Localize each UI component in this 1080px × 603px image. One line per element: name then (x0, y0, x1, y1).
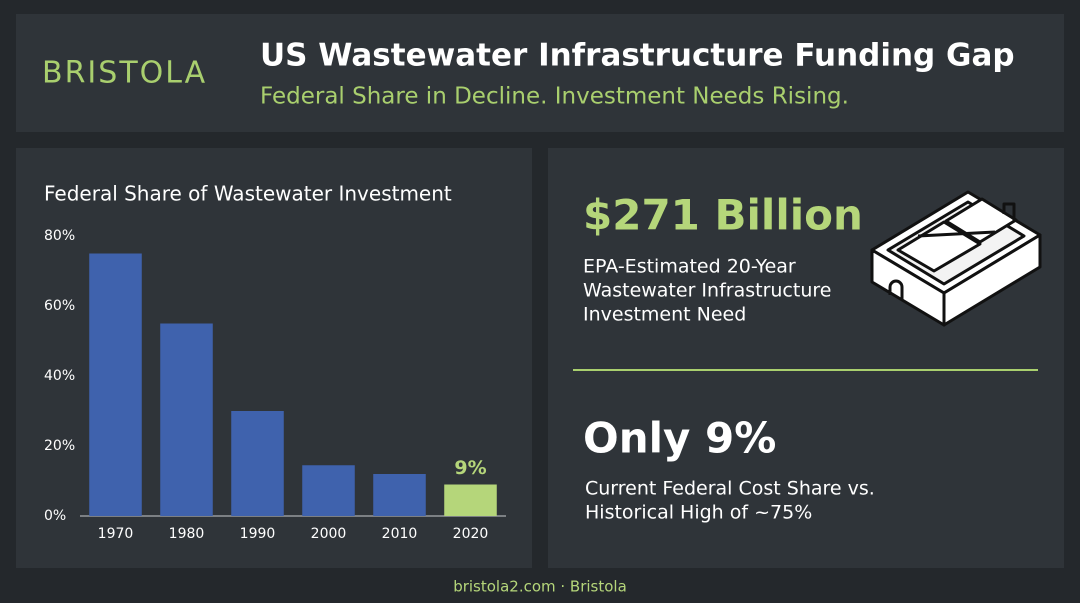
bar (302, 465, 355, 516)
bar (160, 323, 213, 516)
footer: bristola2.com · Bristola (453, 578, 627, 596)
bar (444, 484, 497, 516)
title: US Wastewater Infrastructure Funding Gap (260, 38, 1015, 74)
y-tick-label: 20% (44, 438, 75, 454)
stat-headline: Only 9% (583, 414, 776, 463)
stat-line: EPA-Estimated 20-Year (583, 256, 796, 278)
x-tick-label: 2000 (311, 526, 347, 542)
chart-title: Federal Share of Wastewater Investment (44, 182, 452, 206)
bar (89, 253, 142, 516)
y-tick-label: 40% (44, 368, 75, 384)
x-tick-label: 2010 (382, 526, 418, 542)
stat-headline: $271 Billion (583, 191, 863, 240)
logo: BRISTOLA (42, 56, 207, 91)
x-tick-label: 2020 (453, 526, 489, 542)
stat-line: Historical High of ~75% (585, 502, 812, 524)
stat-line: Investment Need (583, 304, 746, 326)
treatment-icon (870, 190, 1042, 327)
stat-line: Wastewater Infrastructure (583, 280, 831, 302)
y-tick-label: 60% (44, 298, 75, 314)
subtitle: Federal Share in Decline. Investment Nee… (260, 84, 849, 110)
x-tick-label: 1970 (98, 526, 134, 542)
y-tick-label: 0% (44, 508, 66, 524)
y-tick-label: 80% (44, 228, 75, 244)
stat-line: Current Federal Cost Share vs. (585, 478, 875, 500)
bar (231, 411, 284, 516)
x-tick-label: 1990 (240, 526, 276, 542)
header-panel (16, 14, 1064, 132)
data-label: 9% (454, 457, 486, 479)
bar (373, 474, 426, 516)
x-tick-label: 1980 (169, 526, 205, 542)
